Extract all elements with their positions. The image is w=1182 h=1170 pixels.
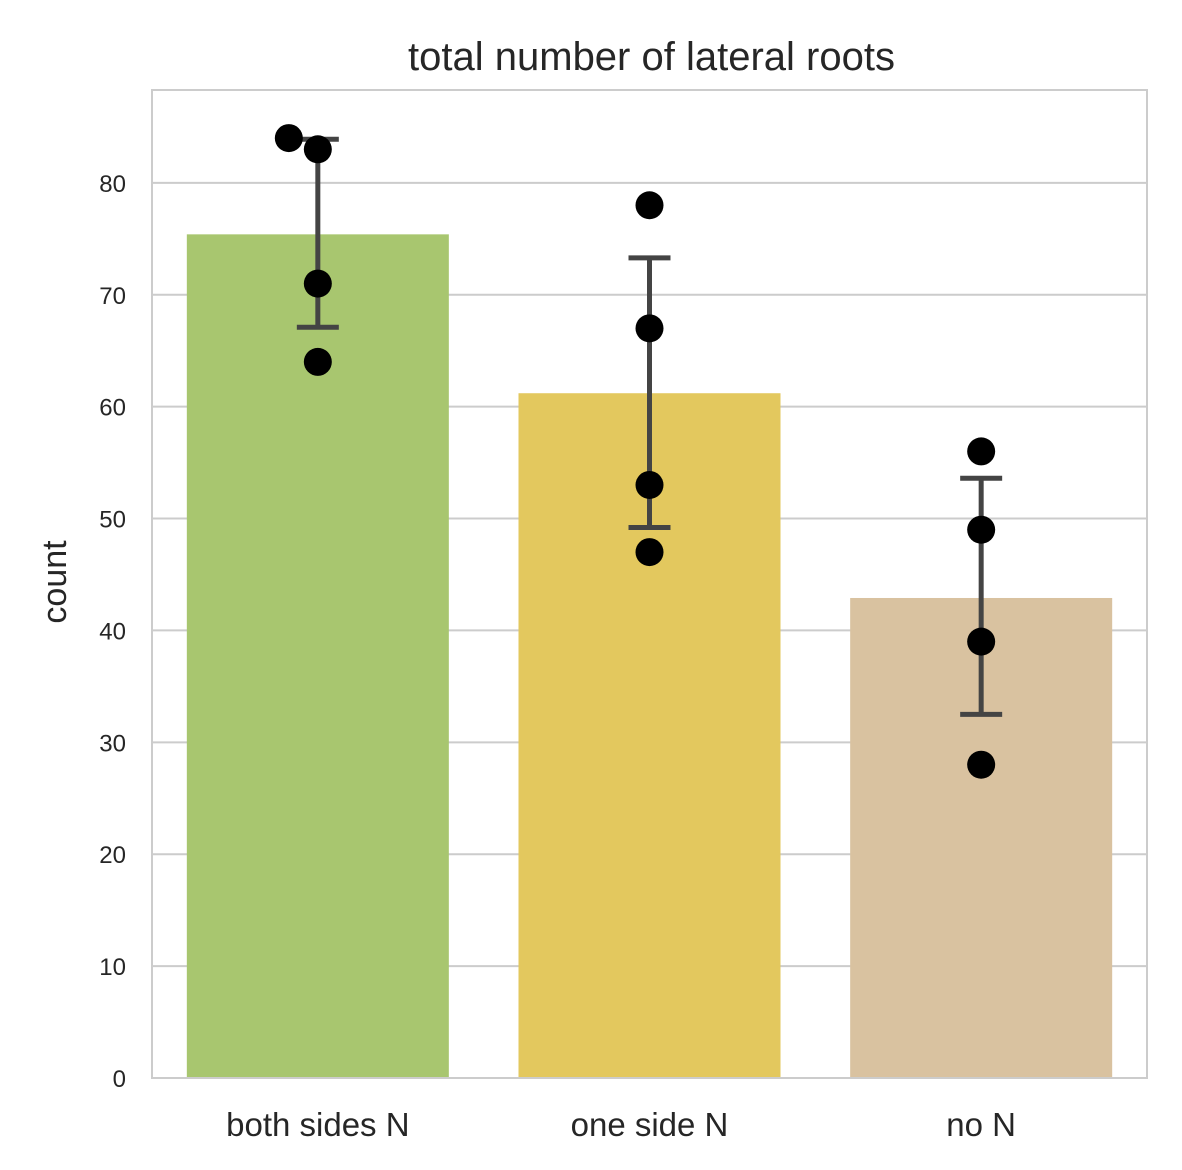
- x-tick-label: one side N: [571, 1106, 729, 1143]
- y-tick-labels: 0 10 20 30 40 50 60 70 80: [99, 171, 126, 1093]
- data-point: [967, 627, 996, 656]
- y-tick-label: 0: [113, 1066, 126, 1093]
- x-tick-label: both sides N: [226, 1106, 409, 1143]
- data-point: [967, 437, 996, 466]
- x-tick-labels: both sides N one side N no N: [226, 1106, 1016, 1143]
- data-point: [303, 135, 332, 164]
- x-tick-label: no N: [946, 1106, 1016, 1143]
- data-point: [303, 347, 332, 376]
- data-point: [635, 191, 664, 220]
- data-point: [274, 124, 303, 153]
- data-point: [303, 269, 332, 298]
- data-point: [967, 515, 996, 544]
- y-tick-label: 40: [99, 618, 126, 645]
- y-tick-label: 80: [99, 171, 126, 198]
- data-point: [635, 538, 664, 567]
- y-tick-label: 60: [99, 395, 126, 422]
- y-tick-label: 10: [99, 954, 126, 981]
- y-axis-label: count: [36, 540, 74, 624]
- y-tick-label: 70: [99, 283, 126, 310]
- data-point: [635, 470, 664, 499]
- chart-title: total number of lateral roots: [408, 35, 895, 79]
- plot-frame: [151, 89, 1148, 1079]
- data-point: [967, 750, 996, 779]
- y-tick-label: 20: [99, 842, 126, 869]
- data-point: [635, 314, 664, 343]
- y-tick-label: 30: [99, 730, 126, 757]
- y-tick-label: 50: [99, 507, 126, 534]
- data-points: [274, 124, 996, 779]
